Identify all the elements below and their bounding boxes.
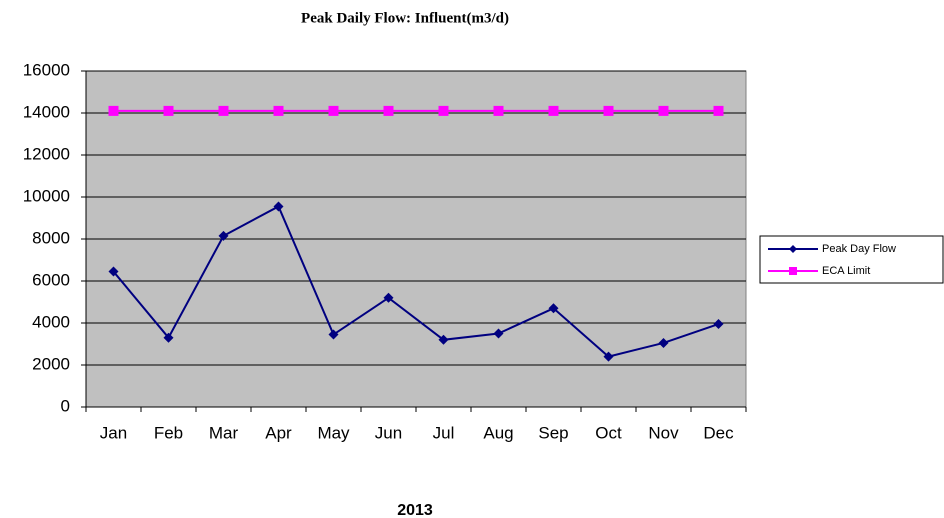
legend-label: Peak Day Flow (822, 243, 896, 255)
y-tick-label: 2000 (32, 354, 70, 373)
series-line (112, 205, 719, 358)
data-point (218, 105, 229, 116)
y-tick-label: 10000 (23, 186, 70, 205)
x-tick-label: May (317, 423, 350, 442)
data-point (658, 105, 669, 116)
data-point (603, 105, 614, 116)
data-point (328, 105, 339, 116)
x-tick-label: Aug (483, 423, 513, 442)
data-point (493, 328, 504, 339)
legend-label: ECA Limit (822, 265, 870, 277)
legend-marker (789, 267, 797, 275)
y-tick-label: 6000 (32, 270, 70, 289)
x-tick-label: Feb (154, 423, 183, 442)
data-point (438, 105, 449, 116)
data-point (108, 266, 119, 277)
y-tick-label: 0 (61, 396, 70, 415)
y-tick-label: 14000 (23, 102, 70, 121)
data-point (273, 201, 284, 212)
data-point (163, 105, 174, 116)
data-point (218, 230, 229, 241)
data-point (328, 329, 339, 340)
x-tick-label: Oct (595, 423, 622, 442)
x-tick-label: Apr (265, 423, 292, 442)
data-point (658, 337, 669, 348)
legend-marker (789, 245, 797, 253)
data-point (273, 105, 284, 116)
data-point (713, 319, 724, 330)
x-tick-label: Jan (100, 423, 127, 442)
legend (759, 235, 944, 284)
y-tick-label: 4000 (32, 312, 70, 331)
data-point (383, 292, 394, 303)
x-tick-label: Mar (209, 423, 239, 442)
y-tick-label: 8000 (32, 228, 70, 247)
data-point (493, 105, 504, 116)
data-point (548, 303, 559, 314)
x-tick-label: Jul (433, 423, 455, 442)
data-point (383, 105, 394, 116)
y-tick-label: 16000 (23, 60, 70, 79)
data-point (603, 351, 614, 362)
data-point (548, 105, 559, 116)
data-point (713, 105, 724, 116)
data-point (438, 334, 449, 345)
y-tick-label: 12000 (23, 144, 70, 163)
x-tick-label: Jun (375, 423, 402, 442)
chart-title: Peak Daily Flow: Influent(m3/d) (301, 10, 509, 26)
data-point (108, 105, 119, 116)
x-tick-label: Nov (648, 423, 679, 442)
x-tick-label: Sep (538, 423, 568, 442)
x-axis-title: 2013 (397, 502, 433, 518)
x-tick-label: Dec (703, 423, 734, 442)
data-point (163, 332, 174, 343)
